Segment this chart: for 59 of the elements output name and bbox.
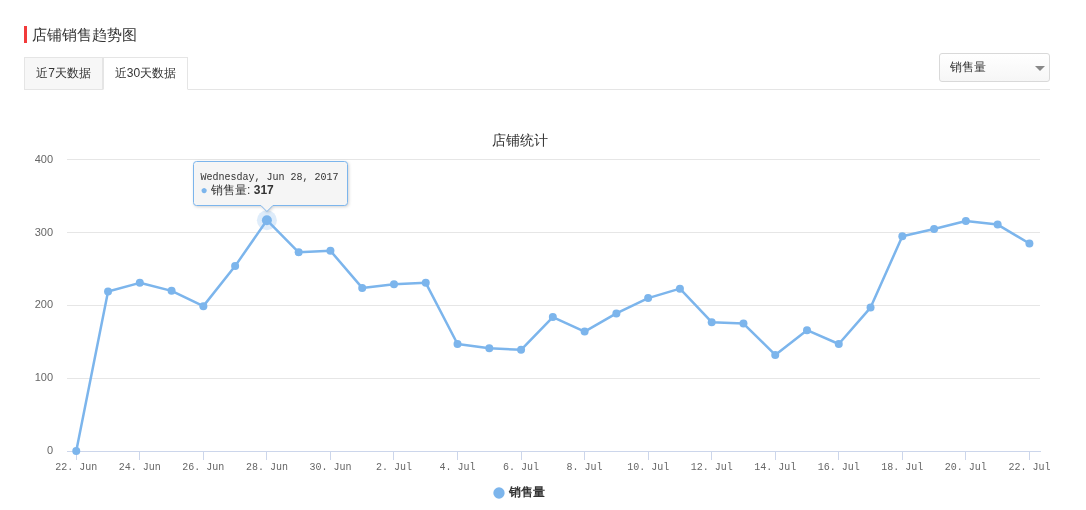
- point: [675, 284, 684, 293]
- x-tick-label: 20. Jul: [944, 461, 987, 473]
- point: [104, 287, 113, 296]
- point: [993, 220, 1002, 229]
- y-tick-label: 100: [34, 371, 53, 384]
- legend-label: 销售量: [508, 485, 545, 500]
- point: [199, 302, 208, 311]
- x-tick-label: 22. Jun: [55, 461, 98, 473]
- y-tick-label: 0: [46, 444, 53, 457]
- point: [930, 224, 939, 233]
- x-tick-label: 24. Jun: [118, 461, 161, 473]
- point: [294, 248, 303, 257]
- x-tick-label: 14. Jul: [754, 461, 797, 473]
- point: [834, 339, 843, 348]
- x-tick-label: 16. Jul: [817, 461, 860, 473]
- point: [326, 246, 335, 255]
- point: [580, 327, 589, 336]
- x-tick-label: 6. Jul: [503, 461, 540, 473]
- x-tick-label: 10. Jul: [627, 461, 670, 473]
- y-tick-label: 400: [34, 152, 53, 165]
- point: [803, 326, 812, 335]
- tab[interactable]: 近7天数据: [24, 57, 103, 90]
- x-tick-label: 26. Jun: [182, 461, 225, 473]
- annotation: ● 销售量: 317: [200, 183, 275, 198]
- point: [866, 303, 875, 312]
- point: [135, 278, 144, 287]
- point: [72, 447, 81, 455]
- x-tick-label: 2. Jul: [375, 461, 412, 473]
- point: [389, 280, 398, 289]
- annotation: Wednesday, Jun 28, 2017: [200, 171, 339, 183]
- point: [548, 313, 557, 322]
- point: [771, 350, 780, 359]
- chart-title: 店铺销售趋势图: [32, 25, 137, 44]
- chart-subtitle: 店铺统计: [492, 132, 548, 149]
- point: [453, 339, 462, 348]
- point: [517, 345, 526, 354]
- x-tick-label: 4. Jul: [439, 461, 476, 473]
- point: [358, 283, 367, 292]
- point: [1025, 239, 1034, 248]
- x-tick-label: 12. Jul: [690, 461, 733, 473]
- dropdown[interactable]: 销售量: [939, 53, 1050, 82]
- point: [644, 294, 653, 303]
- tab[interactable]: 近30天数据: [103, 57, 188, 90]
- point: [739, 319, 748, 328]
- point: [421, 278, 430, 287]
- point: [485, 344, 494, 353]
- y-tick-label: 200: [34, 298, 53, 311]
- point: [707, 318, 716, 327]
- x-tick-label: 8. Jul: [566, 461, 603, 473]
- point: [231, 262, 240, 271]
- y-tick-label: 300: [34, 225, 53, 238]
- point: [961, 216, 970, 225]
- x-tick-label: 28. Jun: [245, 461, 288, 473]
- x-tick-label: 30. Jun: [309, 461, 352, 473]
- x-tick-label: 18. Jul: [881, 461, 924, 473]
- point: [612, 309, 621, 318]
- point: [898, 232, 907, 241]
- x-tick-label: 22. Jul: [1008, 461, 1051, 473]
- point: [167, 286, 176, 295]
